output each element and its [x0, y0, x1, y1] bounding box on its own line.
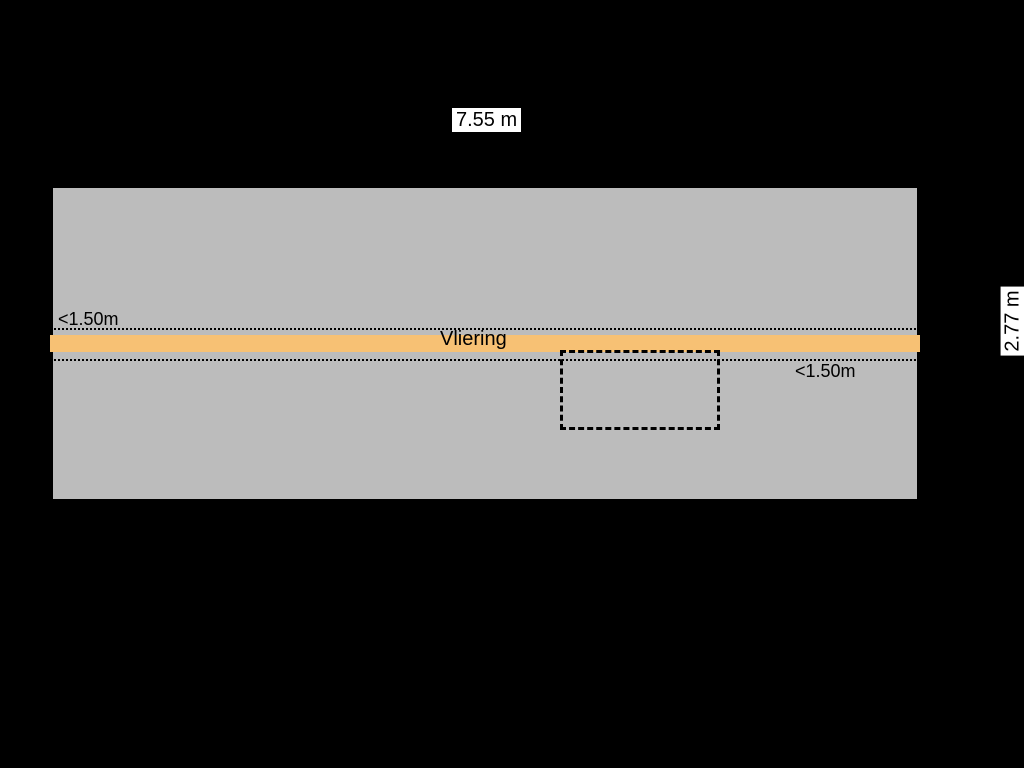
dim-width-label: 7.55 m — [452, 108, 521, 132]
dim-height-line-top — [980, 185, 982, 283]
dim-height-tick-bottom — [974, 500, 986, 502]
divider-dotted-bottom — [50, 359, 920, 361]
floorplan-canvas: Vliering <1.50m <1.50m 7.55 m 2.77 m — [0, 0, 1024, 768]
dim-width-tick-right — [918, 114, 920, 126]
dim-height-tick-top — [974, 185, 986, 187]
low-height-label-lower: <1.50m — [795, 362, 856, 380]
dim-width-line-right — [525, 120, 920, 122]
dim-width-tick-left — [50, 114, 52, 126]
low-height-label-upper: <1.50m — [58, 310, 119, 328]
room-label: Vliering — [440, 329, 507, 349]
dim-height-line-bottom — [980, 360, 982, 502]
dim-width-line-left — [50, 120, 448, 122]
dim-height-label: 2.77 m — [1001, 287, 1024, 356]
stair-opening — [560, 350, 720, 430]
